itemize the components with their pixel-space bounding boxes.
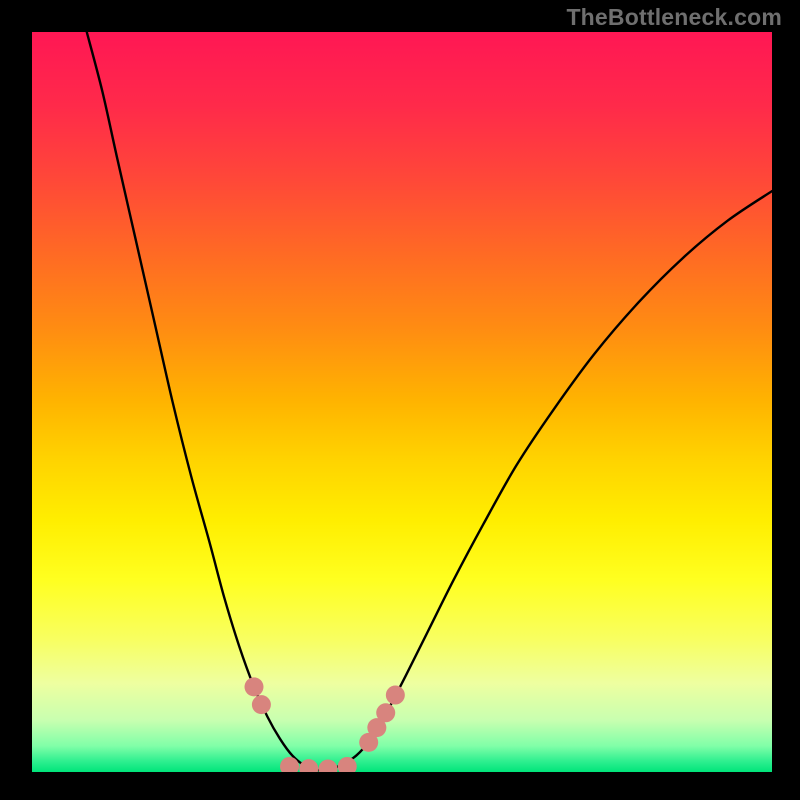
curve-marker (376, 703, 395, 722)
curve-marker (252, 695, 271, 714)
plot-background (32, 32, 772, 772)
curve-marker (386, 686, 405, 705)
bottleneck-curve-chart (32, 32, 772, 772)
watermark-text: TheBottleneck.com (566, 4, 782, 31)
curve-marker (245, 677, 264, 696)
